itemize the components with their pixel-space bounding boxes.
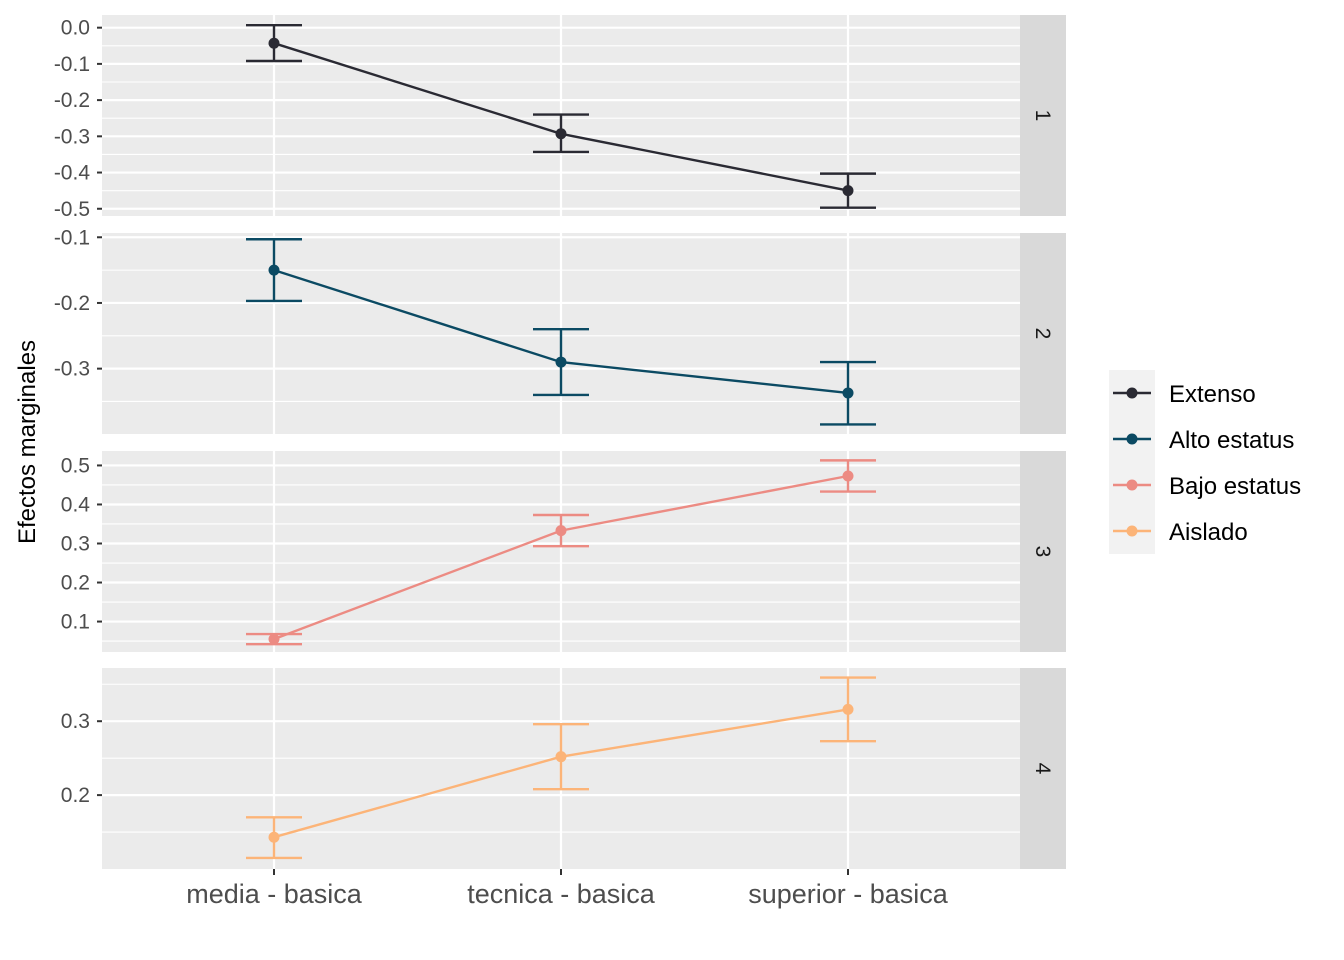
y-tick-label: 0.3	[61, 532, 90, 555]
legend-label: Extenso	[1169, 381, 1256, 408]
x-tick-label: media - basica	[186, 879, 363, 909]
data-point	[268, 831, 280, 843]
data-point	[555, 751, 567, 763]
y-tick-label: 0.4	[61, 493, 91, 516]
data-point	[555, 356, 567, 368]
legend-item: Alto estatus	[1109, 416, 1294, 462]
y-tick-label: -0.4	[54, 162, 91, 185]
data-point	[842, 387, 854, 399]
strip-label: 4	[1031, 763, 1054, 775]
y-tick-label: 0.3	[61, 710, 90, 733]
data-point	[555, 525, 567, 537]
x-tick-label: tecnica - basica	[467, 879, 656, 909]
facet-panel-3: 0.1 0.2 0.3 0.4 0.5 3	[61, 451, 1066, 652]
facet-panel-4: 0.2 0.3 4	[61, 668, 1066, 869]
y-tick-label: -0.3	[54, 358, 90, 381]
strip-label: 3	[1031, 546, 1054, 558]
facet-panels: 0.0 -0.1 -0.2 -0.3 -0.4 -0.5 1 -0.1 -0.2 -0.3 2 0.1…	[54, 15, 1066, 869]
legend-key-point	[1126, 433, 1138, 445]
legend-label: Bajo estatus	[1169, 473, 1301, 500]
data-point	[268, 633, 280, 645]
data-point	[555, 128, 567, 140]
y-tick-label: -0.1	[54, 226, 90, 249]
y-tick-label: -0.5	[54, 198, 90, 221]
data-point	[268, 37, 280, 49]
legend-item: Bajo estatus	[1109, 462, 1301, 508]
legend-item: Extenso	[1109, 370, 1256, 416]
legend-item: Aislado	[1109, 508, 1248, 554]
legend-key-point	[1126, 387, 1138, 399]
y-tick-label: 0.2	[61, 572, 90, 595]
facet-strip	[1020, 15, 1066, 216]
x-axis: media - basica tecnica - basica superior -…	[186, 869, 949, 909]
facet-panel-1: 0.0 -0.1 -0.2 -0.3 -0.4 -0.5 1	[54, 15, 1066, 221]
strip-label: 2	[1031, 328, 1054, 340]
y-tick-label: -0.1	[54, 53, 90, 76]
facet-panel-2: -0.1 -0.2 -0.3 2	[54, 226, 1066, 434]
y-tick-label: -0.3	[54, 125, 90, 148]
legend-key-point	[1126, 479, 1138, 491]
y-tick-label: 0.5	[61, 454, 90, 477]
data-point	[842, 470, 854, 482]
y-tick-label: 0.2	[61, 784, 90, 807]
y-tick-label: -0.2	[54, 89, 90, 112]
data-point	[842, 185, 854, 197]
y-tick-label: 0.0	[61, 17, 90, 40]
legend-key-point	[1126, 525, 1138, 537]
y-tick-label: -0.2	[54, 292, 90, 315]
x-tick-label: superior - basica	[748, 879, 949, 909]
facet-strip	[1020, 451, 1066, 652]
strip-label: 1	[1031, 110, 1054, 122]
facet-strip	[1020, 668, 1066, 869]
legend-label: Aislado	[1169, 519, 1248, 546]
facet-strip	[1020, 233, 1066, 434]
legend-label: Alto estatus	[1169, 427, 1294, 454]
data-point	[842, 703, 854, 715]
legend: Extenso Alto estatus Bajo estatus Aislado	[1109, 370, 1301, 554]
y-axis-title: Efectos marginales	[14, 340, 41, 544]
data-point	[268, 264, 280, 276]
y-tick-label: 0.1	[61, 611, 90, 634]
